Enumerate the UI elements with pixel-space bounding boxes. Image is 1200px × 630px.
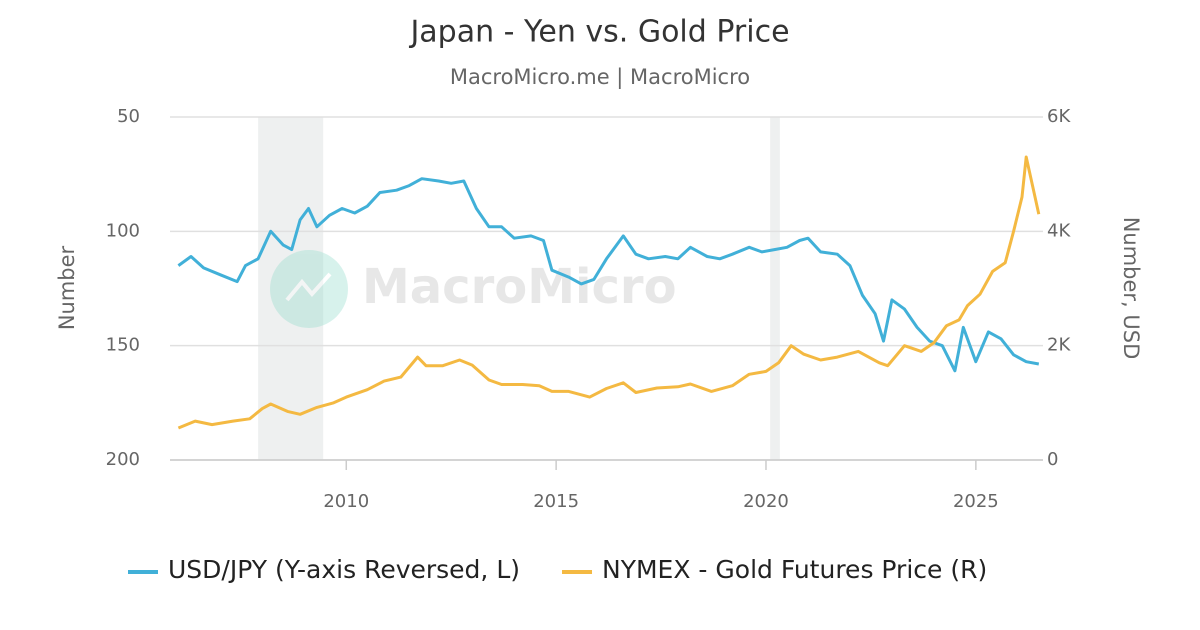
- watermark-text: MacroMicro: [362, 259, 677, 315]
- y2-axis-label: Number, USD: [1119, 217, 1143, 360]
- chart-subtitle: MacroMicro.me | MacroMicro: [450, 65, 750, 90]
- y2-tick-label: 0: [1047, 449, 1058, 470]
- legend-label: USD/JPY (Y-axis Reversed, L): [168, 555, 520, 584]
- y-axis-label: Number: [55, 245, 79, 330]
- x-tick-label: 2010: [323, 491, 369, 512]
- y2-tick-label: 2K: [1047, 335, 1071, 356]
- y2-tick-label: 4K: [1047, 220, 1071, 241]
- watermark-logo: [270, 250, 348, 328]
- watermark-logo-line: [285, 272, 332, 302]
- watermark: MacroMicro: [270, 250, 677, 328]
- shaded-range: [258, 117, 324, 460]
- x-tick-label: 2025: [953, 491, 999, 512]
- legend-label: NYMEX - Gold Futures Price (R): [602, 555, 987, 584]
- y-tick-label: 150: [106, 335, 140, 356]
- series-line: [177, 155, 1041, 430]
- shaded-range: [770, 117, 780, 460]
- x-tick-label: 2015: [533, 491, 579, 512]
- y-tick-label: 100: [106, 220, 140, 241]
- y-tick-label: 200: [106, 449, 140, 470]
- series-line: [177, 177, 1040, 373]
- x-tick-label: 2020: [743, 491, 789, 512]
- chart-title: Japan - Yen vs. Gold Price: [408, 15, 789, 50]
- y-tick-label: 50: [117, 106, 140, 127]
- y2-tick-label: 6K: [1047, 106, 1071, 127]
